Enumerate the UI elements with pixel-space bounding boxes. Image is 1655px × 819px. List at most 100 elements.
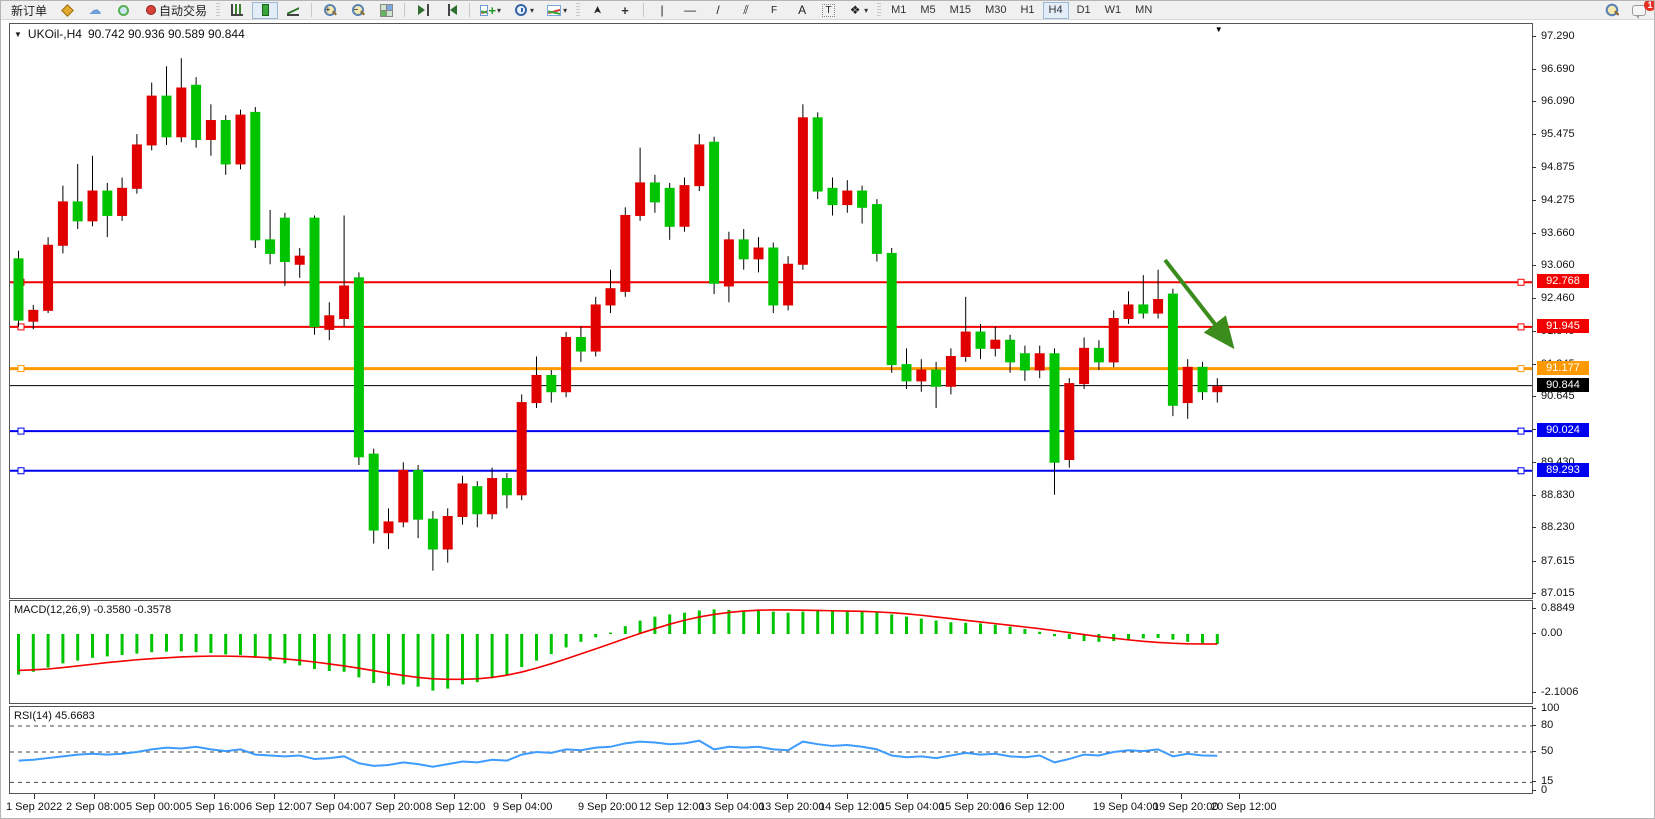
time-tick-label: 19 Sep 04:00 [1093, 801, 1159, 813]
candle-body [87, 190, 98, 222]
candle-body [309, 217, 320, 328]
timeframe-w1[interactable]: W1 [1104, 4, 1122, 16]
macd-chart[interactable] [10, 601, 1532, 703]
candle-body [1197, 366, 1208, 393]
price-tick-dash [1532, 462, 1536, 464]
notifications-button[interactable]: 1 [1627, 1, 1654, 19]
timeframe-m30[interactable]: M30 [985, 4, 1007, 16]
hline-marker-right[interactable] [1517, 278, 1525, 286]
rsi-panel[interactable]: RSI(14) 45.6683 [9, 706, 1533, 794]
timeframe-mn[interactable]: MN [1135, 4, 1153, 16]
period-button[interactable]: ▾ [508, 2, 539, 19]
candle-body [590, 304, 601, 352]
zoom-in-button[interactable]: + [317, 2, 343, 19]
hline-marker-left[interactable] [17, 467, 25, 475]
timeframe-h4[interactable]: H4 [1042, 1, 1069, 19]
time-tick [727, 794, 728, 799]
rsi-tick-dash [1532, 790, 1536, 791]
hline-marker-left[interactable] [17, 365, 25, 373]
hline-marker-right[interactable] [1517, 467, 1525, 475]
candle-body [990, 339, 1001, 349]
candle-body [220, 120, 231, 165]
notification-badge: 1 [1644, 1, 1654, 11]
hline-marker-left[interactable] [17, 323, 25, 331]
data-window-button[interactable]: ☁ [82, 2, 108, 19]
time-tick [606, 794, 607, 799]
candle-body [575, 336, 586, 352]
vertical-line-button[interactable]: | [649, 2, 675, 19]
macd-signal-line [18, 609, 1218, 681]
price-tick-dash [1532, 297, 1536, 299]
candle-body [13, 258, 24, 321]
trend-arrow-annotation[interactable] [1163, 258, 1235, 350]
chart-ohlc-values: 90.742 90.936 90.589 90.844 [87, 27, 245, 41]
candle-body [975, 331, 986, 349]
candle-body [738, 239, 749, 260]
hline-marker-left[interactable] [17, 427, 25, 435]
chart-shift-button[interactable] [438, 2, 464, 19]
hline-marker-right[interactable] [1517, 427, 1525, 435]
macd-panel[interactable]: MACD(12,26,9) -0.3580 -0.3578 [9, 600, 1533, 704]
time-tick [394, 794, 395, 799]
add-indicator-button[interactable]: + ▾ [475, 2, 506, 19]
add-indicator-icon: + [480, 2, 496, 18]
new-order-button[interactable]: 新订单 [11, 3, 48, 18]
timeframe-h1[interactable]: H1 [1020, 4, 1035, 16]
rsi-tick-dash [1532, 751, 1536, 752]
candle-body [205, 120, 216, 141]
price-line-tag-90.024: 90.024 [1537, 423, 1589, 438]
time-tick [667, 794, 668, 799]
search-button[interactable] [1599, 2, 1625, 19]
candle-body [635, 182, 646, 216]
cursor-button[interactable]: ➤ [584, 2, 610, 19]
trendline-button[interactable]: / [705, 2, 731, 19]
candle-body [1167, 293, 1178, 406]
tile-windows-button[interactable] [373, 2, 399, 19]
price-tick-label: 95.475 [1541, 128, 1575, 141]
price-axis[interactable]: 97.290 96.690 96.090 95.475 94.875 94.275 93.6… [1532, 21, 1654, 818]
signals-button[interactable] [110, 2, 136, 19]
horizontal-line-button[interactable]: — [677, 2, 703, 19]
candle-body [960, 331, 971, 357]
hline-marker-right[interactable] [1517, 365, 1525, 373]
market-watch-button[interactable] [54, 2, 80, 19]
timeframe-d1[interactable]: D1 [1076, 4, 1091, 16]
collapse-triangle-icon[interactable]: ▼ [14, 29, 22, 39]
line-chart-button[interactable] [280, 2, 306, 19]
candle-body [487, 478, 498, 515]
price-tick-dash [1532, 134, 1536, 136]
text-button[interactable]: A [789, 2, 815, 19]
candle-body [1079, 347, 1090, 385]
templates-button[interactable]: ▾ [541, 2, 572, 19]
candlestick-chart-button[interactable] [252, 1, 279, 19]
price-tick-dash [1532, 68, 1536, 70]
channel-button[interactable]: ⫽ [733, 2, 759, 19]
macd-label: MACD(12,26,9) -0.3580 -0.3578 [14, 604, 172, 616]
arrows-button[interactable]: ❖ ▾ [842, 2, 873, 19]
zoom-out-button[interactable]: − [345, 2, 371, 19]
chart-title: ▼ UKOil-,H4 90.742 90.936 90.589 90.844 [14, 27, 245, 41]
timeframe-bar: M1 M5 M15 M30 H1 H4 D1 W1 MN [884, 1, 1159, 19]
candle-body [1212, 386, 1223, 393]
auto-trading-label: 自动交易 [159, 3, 208, 18]
timeframe-m1[interactable]: M1 [891, 4, 907, 16]
crosshair-button[interactable]: + [612, 2, 638, 19]
time-axis[interactable]: 1 Sep 2022 2 Sep 08:00 5 Sep 00:00 5 Sep 16… [6, 794, 1533, 818]
candle-body [1108, 318, 1119, 363]
price-panel[interactable]: ▼ UKOil-,H4 90.742 90.936 90.589 90.844 … [9, 23, 1533, 599]
diamond-icon [59, 2, 75, 18]
hline-marker-right[interactable] [1517, 323, 1525, 331]
vertical-line-icon: | [660, 3, 664, 17]
auto-trading-button[interactable]: 自动交易 [138, 2, 212, 19]
timeframe-m5[interactable]: M5 [920, 4, 936, 16]
candlestick-chart[interactable] [10, 24, 1532, 598]
auto-scroll-button[interactable] [410, 2, 436, 19]
cursor-icon: ➤ [591, 5, 604, 15]
fibonacci-button[interactable]: F [761, 2, 787, 19]
candle-body [857, 190, 868, 208]
rsi-chart[interactable] [10, 707, 1532, 793]
text-label-button[interactable]: T [817, 2, 840, 19]
timeframe-m15[interactable]: M15 [949, 4, 972, 16]
price-tick-label: 94.275 [1541, 193, 1575, 206]
bar-chart-button[interactable] [224, 2, 250, 19]
